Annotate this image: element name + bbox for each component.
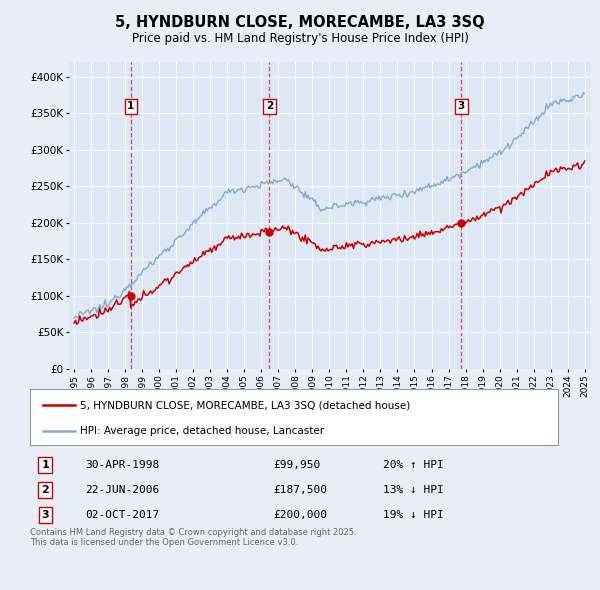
Text: 20% ↑ HPI: 20% ↑ HPI <box>383 460 444 470</box>
Text: 19% ↓ HPI: 19% ↓ HPI <box>383 510 444 520</box>
Text: 02-OCT-2017: 02-OCT-2017 <box>85 510 160 520</box>
Text: 5, HYNDBURN CLOSE, MORECAMBE, LA3 3SQ: 5, HYNDBURN CLOSE, MORECAMBE, LA3 3SQ <box>115 15 485 30</box>
Text: Price paid vs. HM Land Registry's House Price Index (HPI): Price paid vs. HM Land Registry's House … <box>131 32 469 45</box>
Text: 2: 2 <box>41 485 49 494</box>
Text: £99,950: £99,950 <box>273 460 320 470</box>
Text: £200,000: £200,000 <box>273 510 327 520</box>
Text: 30-APR-1998: 30-APR-1998 <box>85 460 160 470</box>
Text: 22-JUN-2006: 22-JUN-2006 <box>85 485 160 494</box>
Text: 3: 3 <box>41 510 49 520</box>
Text: £187,500: £187,500 <box>273 485 327 494</box>
Text: 5, HYNDBURN CLOSE, MORECAMBE, LA3 3SQ (detached house): 5, HYNDBURN CLOSE, MORECAMBE, LA3 3SQ (d… <box>80 400 410 410</box>
Text: 2: 2 <box>266 101 273 112</box>
Text: HPI: Average price, detached house, Lancaster: HPI: Average price, detached house, Lanc… <box>80 427 324 437</box>
Text: 13% ↓ HPI: 13% ↓ HPI <box>383 485 444 494</box>
Text: 3: 3 <box>458 101 465 112</box>
Text: 1: 1 <box>41 460 49 470</box>
Text: Contains HM Land Registry data © Crown copyright and database right 2025.
This d: Contains HM Land Registry data © Crown c… <box>30 528 356 548</box>
Text: 1: 1 <box>127 101 134 112</box>
